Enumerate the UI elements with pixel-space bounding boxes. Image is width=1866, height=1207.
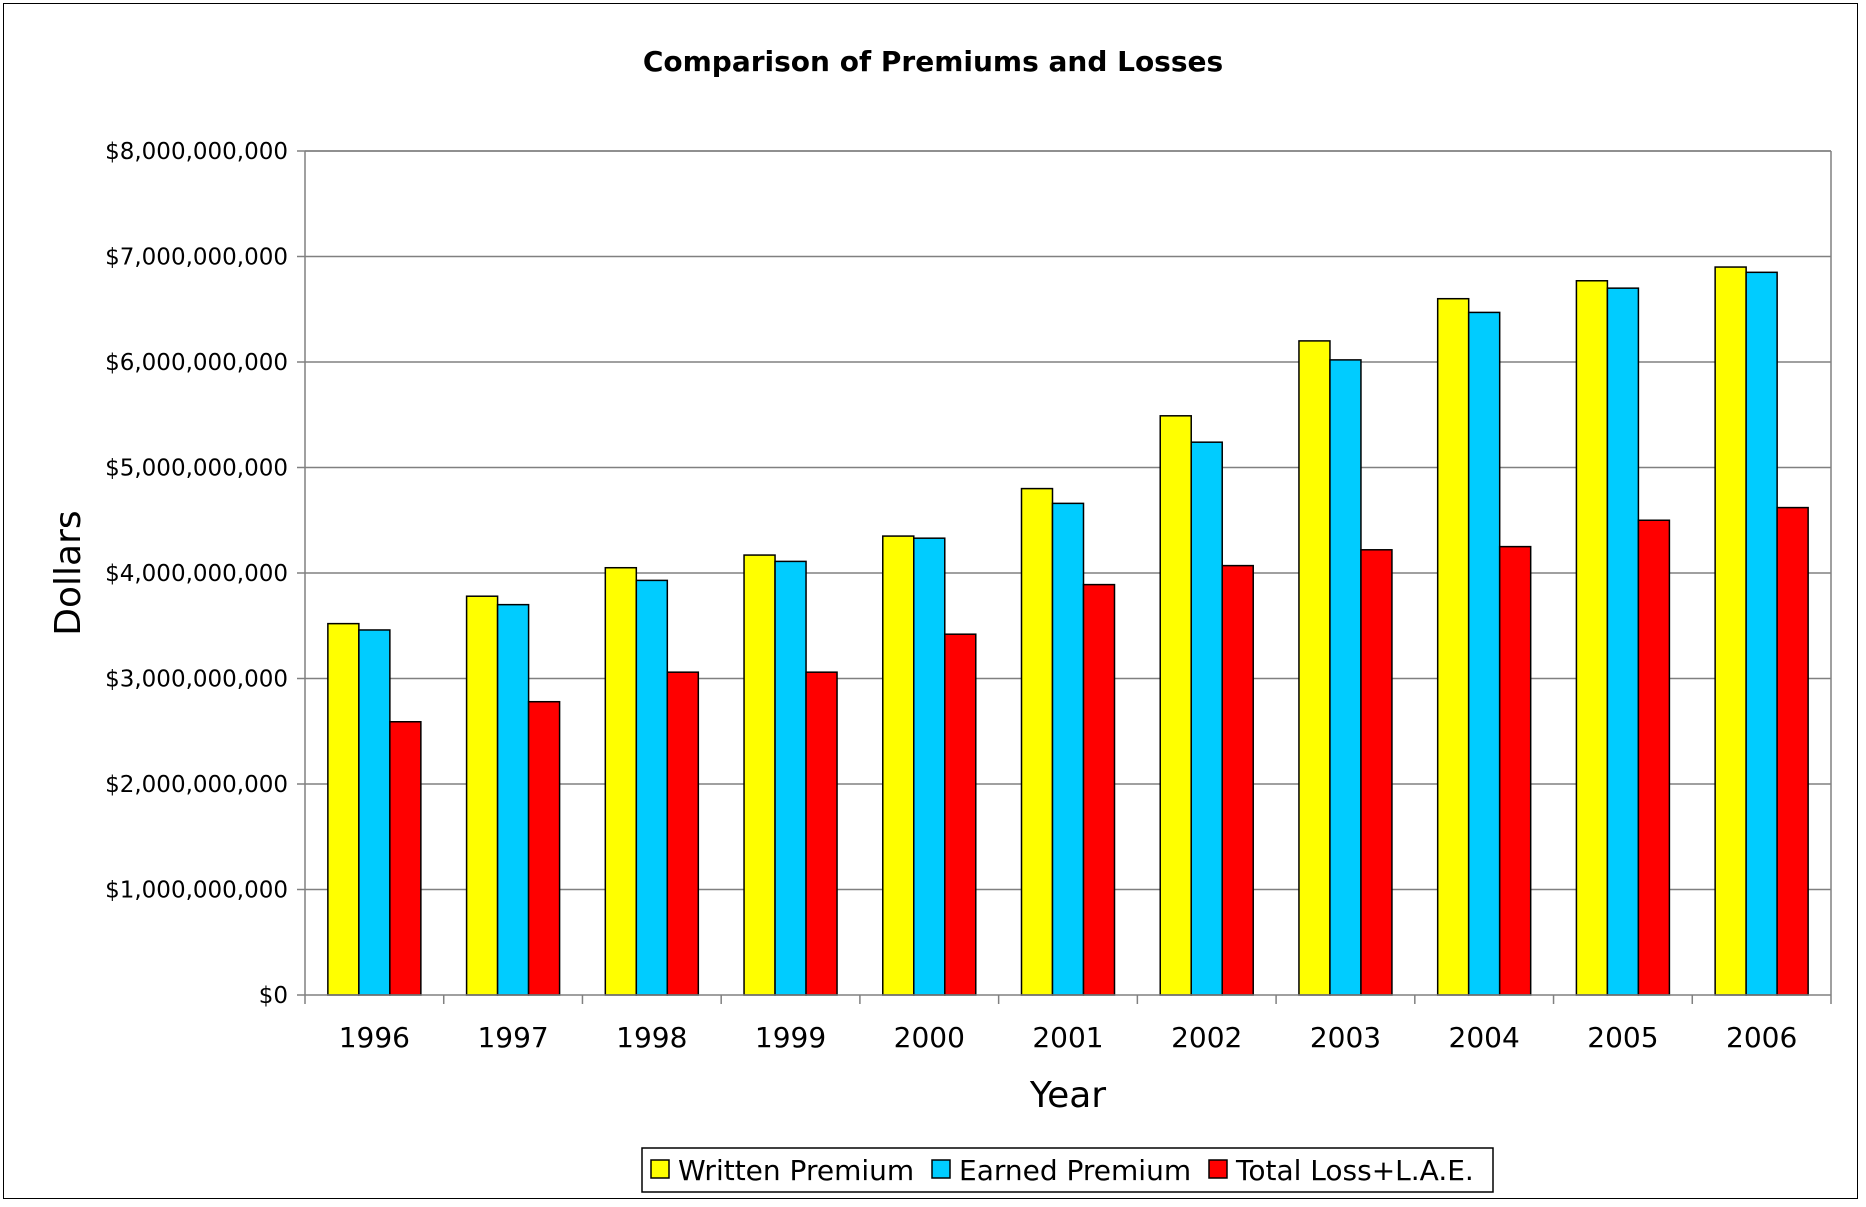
y-tick-label: $0 (259, 983, 288, 1009)
legend-label-written-premium: Written Premium (678, 1154, 914, 1187)
bar-earned-premium-2002 (1190, 441, 1223, 996)
bar-written-premium-2000 (882, 535, 915, 996)
x-tick-label: 2004 (1449, 1021, 1520, 1054)
bar-earned-premium-1999 (774, 560, 807, 996)
bar-total-loss-l-a-e-2006 (1776, 506, 1809, 996)
x-tick-label: 2003 (1310, 1021, 1381, 1054)
y-tick-label: $8,000,000,000 (105, 139, 288, 165)
bar-total-loss-l-a-e-2003 (1360, 549, 1393, 996)
bar-total-loss-l-a-e-2000 (944, 633, 977, 996)
bar-earned-premium-1996 (358, 629, 391, 996)
bar-written-premium-1998 (604, 566, 638, 996)
bar-earned-premium-2003 (1329, 359, 1362, 996)
axes (304, 150, 1832, 996)
bar-written-premium-1996 (327, 622, 360, 996)
bar-total-loss-l-a-e-2002 (1221, 564, 1254, 996)
bar-earned-premium-2000 (913, 537, 946, 996)
x-tick-label: 2001 (1032, 1021, 1103, 1054)
bar-total-loss-l-a-e-1999 (805, 671, 838, 996)
y-tick-label: $1,000,000,000 (105, 878, 288, 904)
y-tick-label: $5,000,000,000 (105, 456, 288, 482)
y-tick-label: $6,000,000,000 (105, 350, 288, 376)
x-tick-label: 2006 (1726, 1021, 1797, 1054)
bar-earned-premium-2004 (1467, 311, 1501, 996)
bar-total-loss-l-a-e-1998 (666, 671, 700, 996)
legend-swatch-total-loss-l-a-e (1208, 1159, 1228, 1179)
y-tick-label: $7,000,000,000 (105, 245, 288, 271)
x-tick-label: 2002 (1171, 1021, 1242, 1054)
bar-written-premium-2006 (1714, 266, 1747, 996)
bar-written-premium-1999 (743, 554, 776, 996)
y-tick-label: $4,000,000,000 (105, 561, 288, 587)
bar-earned-premium-1997 (496, 603, 530, 996)
x-tick-label: 1998 (616, 1021, 687, 1054)
bar-earned-premium-1998 (635, 579, 669, 996)
x-axis-ticks: 1996 1997 1998 1999 2000 2001 2002 2003 2004 2005… (304, 995, 1832, 1054)
bar-written-premium-2001 (1020, 487, 1054, 996)
bar-total-loss-l-a-e-2005 (1637, 519, 1671, 996)
bar-written-premium-2003 (1298, 340, 1331, 996)
x-tick-label: 1999 (755, 1021, 826, 1054)
legend-swatch-earned-premium (931, 1159, 951, 1179)
chart-title: Comparison of Premiums and Losses (643, 45, 1223, 78)
legend-label-total-loss-l-a-e: Total Loss+L.A.E. (1235, 1154, 1474, 1187)
bar-total-loss-l-a-e-2001 (1082, 583, 1116, 996)
legend-label-earned-premium: Earned Premium (959, 1154, 1191, 1187)
y-axis-title: Dollars (48, 510, 89, 635)
y-tick-label: $3,000,000,000 (105, 667, 288, 693)
bar-total-loss-l-a-e-2004 (1498, 545, 1532, 996)
bar-written-premium-2005 (1575, 280, 1609, 996)
legend-box (641, 1147, 1494, 1193)
bar-earned-premium-2001 (1051, 502, 1085, 996)
x-axis-title: Year (1029, 1075, 1106, 1116)
bar-earned-premium-2005 (1606, 287, 1640, 996)
x-tick-label: 2000 (894, 1021, 965, 1054)
x-tick-label: 1996 (339, 1021, 410, 1054)
x-tick-label: 1997 (477, 1021, 548, 1054)
legend-swatch-written-premium (650, 1159, 670, 1179)
bar-total-loss-l-a-e-1996 (389, 721, 422, 996)
bar-written-premium-1997 (465, 595, 499, 996)
y-tick-label: $2,000,000,000 (105, 772, 288, 798)
bar-total-loss-l-a-e-1997 (527, 700, 561, 996)
y-axis-ticks: $0 $1,000,000,000 $2,000,000,000 $3,000,000… (105, 139, 305, 1009)
bar-written-premium-2004 (1436, 297, 1470, 996)
bars (327, 266, 1809, 996)
x-tick-label: 2005 (1587, 1021, 1658, 1054)
bar-earned-premium-2006 (1745, 271, 1778, 996)
legend: Written Premium Earned Premium Total Loss+… (641, 1147, 1494, 1193)
bar-written-premium-2002 (1159, 415, 1192, 996)
